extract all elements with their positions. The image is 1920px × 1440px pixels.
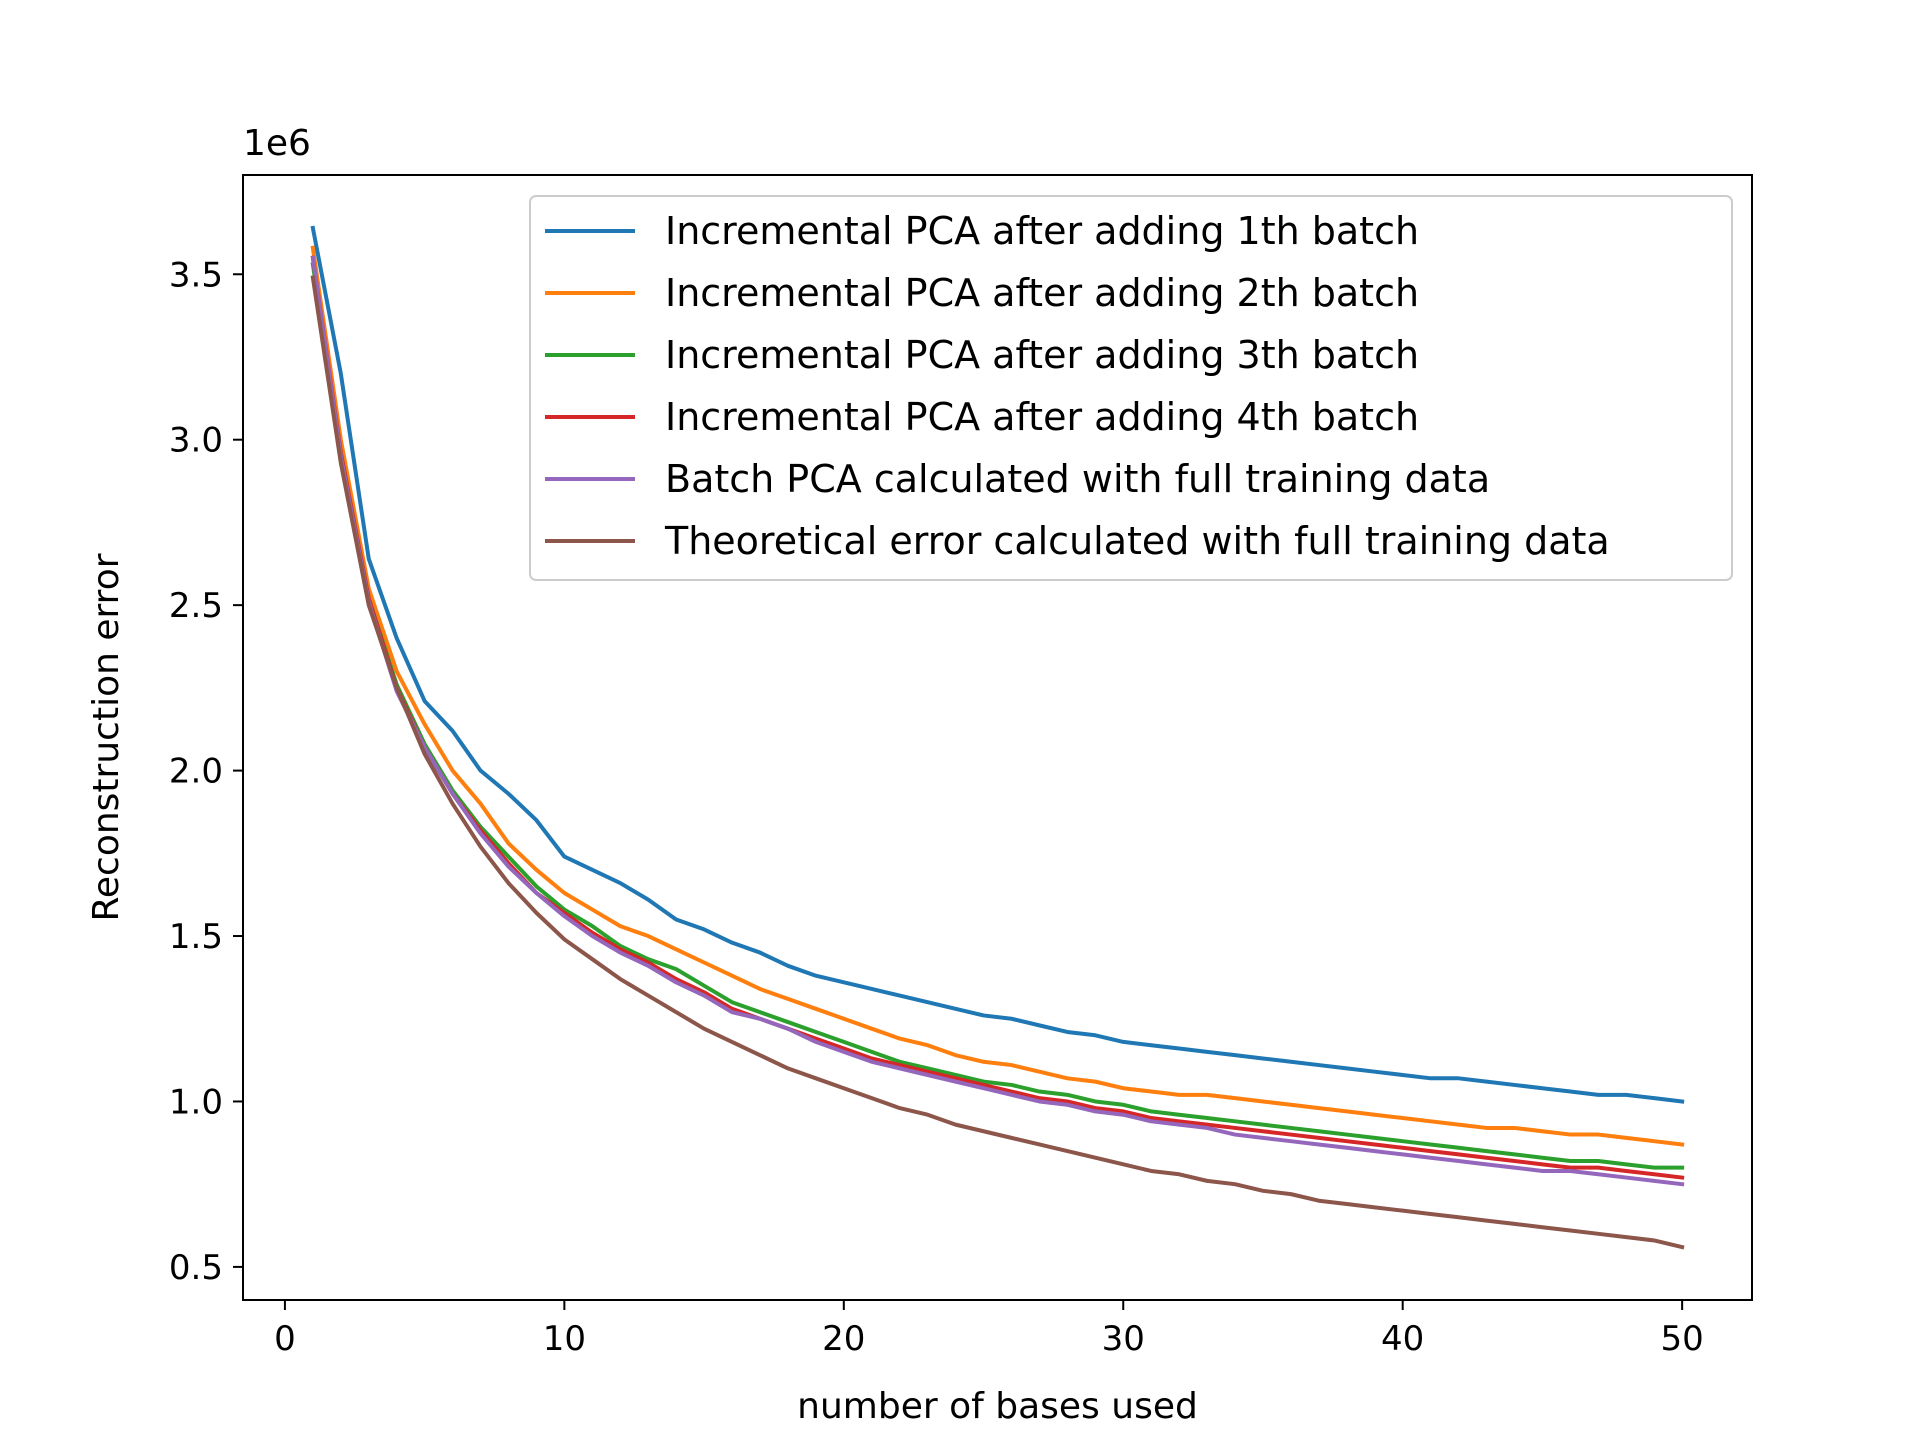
y-tick-label: 3.0 (169, 421, 223, 461)
legend-label: Incremental PCA after adding 3th batch (665, 333, 1419, 377)
y-axis-title: Reconstruction error (86, 553, 127, 921)
y-axis: 0.5 1.0 1.5 2.0 2.5 3.0 3.5 (169, 255, 243, 1288)
x-tick-label: 50 (1661, 1319, 1704, 1359)
series-line-6 (310, 275, 1685, 1250)
x-axis-title: number of bases used (797, 1386, 1198, 1427)
x-tick-label: 20 (822, 1319, 865, 1359)
y-tick-label: 0.5 (169, 1248, 223, 1288)
plot-area (310, 225, 1685, 1250)
plot-frame (242, 174, 1753, 1301)
legend-label: Incremental PCA after adding 4th batch (665, 395, 1419, 439)
series-line-1 (310, 225, 1685, 1104)
y-tick-label: 3.5 (169, 255, 223, 295)
series-line-3 (310, 262, 1685, 1170)
series-line-2 (310, 245, 1685, 1147)
y-tick-label: 2.0 (169, 752, 223, 792)
y-tick-label: 1.0 (169, 1082, 223, 1122)
legend-box (529, 195, 1733, 581)
y-offset-label: 1e6 (243, 123, 311, 164)
x-tick-label: 10 (543, 1319, 586, 1359)
legend: Incremental PCA after adding 1th batch In… (529, 195, 1733, 581)
y-tick-label: 2.5 (169, 586, 223, 626)
x-axis: 0 10 20 30 40 50 (274, 1300, 1704, 1359)
x-tick-label: 30 (1102, 1319, 1145, 1359)
legend-label: Batch PCA calculated with full training … (665, 457, 1490, 501)
y-tick-label: 1.5 (169, 917, 223, 957)
legend-label: Incremental PCA after adding 1th batch (665, 209, 1419, 253)
x-tick-label: 40 (1381, 1319, 1424, 1359)
legend-label: Incremental PCA after adding 2th batch (665, 271, 1419, 315)
legend-label: Theoretical error calculated with full t… (664, 519, 1610, 563)
series-line-5 (310, 255, 1685, 1187)
x-tick-label: 0 (274, 1319, 296, 1359)
